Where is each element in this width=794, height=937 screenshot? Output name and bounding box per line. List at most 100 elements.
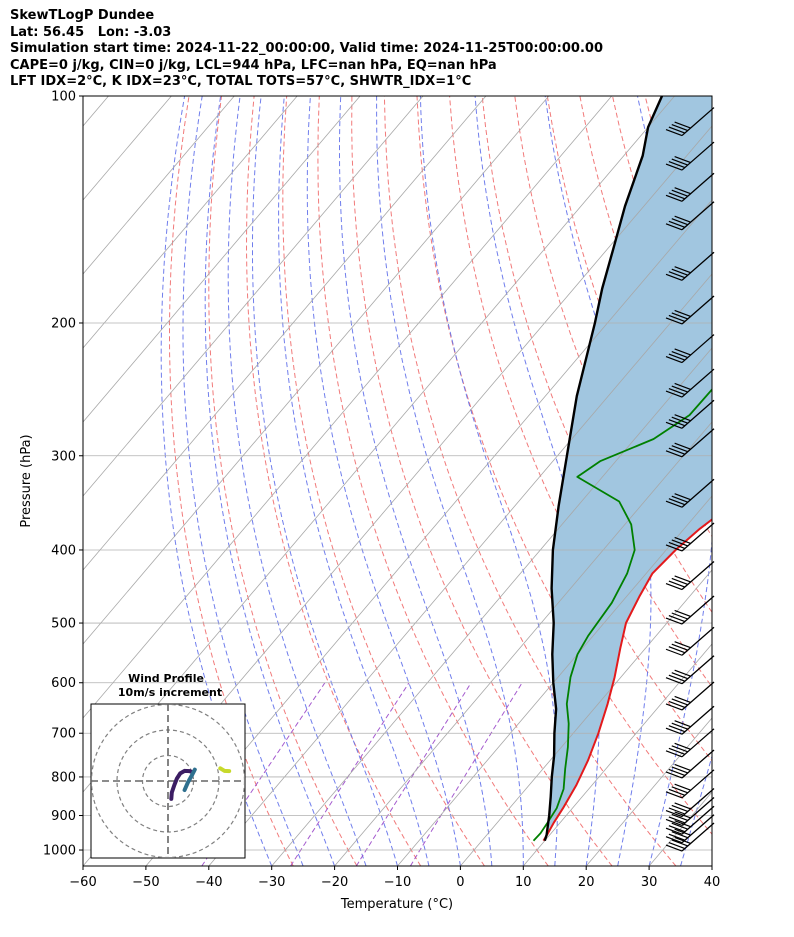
shaded-area <box>543 96 712 841</box>
dry-adiabat-line <box>775 96 794 866</box>
isotherm-line <box>334 421 712 866</box>
isotherm-line <box>585 717 712 866</box>
wind-barb <box>665 822 715 852</box>
isotherm-line <box>775 96 794 866</box>
y-tick-label: 700 <box>51 727 76 742</box>
mixing-ratio-line <box>409 682 523 866</box>
isotherm-line <box>83 96 298 349</box>
x-tick-label: −50 <box>132 875 159 890</box>
wind-barb <box>665 201 715 231</box>
profiles <box>532 96 712 842</box>
wind-barb <box>665 172 715 202</box>
moist-adiabat-line <box>204 96 336 866</box>
dry-adiabat-line <box>169 96 294 866</box>
moist-adiabat-line <box>227 96 367 866</box>
title-line: LFT IDX=2°C, K IDX=23°C, TOTAL TOTS=57°C… <box>10 74 472 89</box>
wind-barb <box>665 428 715 458</box>
y-tick-label: 300 <box>51 449 76 464</box>
isotherm-line <box>271 347 712 866</box>
wind-barb <box>665 334 715 364</box>
moist-adiabat-line <box>278 96 430 866</box>
isotherm-line <box>711 865 712 866</box>
y-tick-label: 500 <box>51 617 76 632</box>
dry-adiabat-line <box>383 96 677 866</box>
x-tick-label: 30 <box>641 875 658 890</box>
inset-title: Wind Profile <box>128 672 204 685</box>
y-tick-label: 100 <box>51 90 76 105</box>
wind-barbs <box>665 107 715 852</box>
temperature-line <box>542 518 712 842</box>
wind-barb <box>665 705 715 735</box>
isotherm-line <box>460 569 712 866</box>
x-tick-label: 40 <box>704 875 721 890</box>
isotherm-line <box>83 96 613 719</box>
wind-barb <box>665 478 715 508</box>
isotherm-line <box>83 96 361 423</box>
x-tick-label: 20 <box>578 875 595 890</box>
x-tick-label: −30 <box>258 875 285 890</box>
dry-adiabat-line <box>416 96 712 835</box>
y-tick-label: 900 <box>51 809 76 824</box>
inset-subtitle: 10m/s increment <box>118 686 222 699</box>
x-tick-label: 0 <box>456 875 464 890</box>
wind-barb <box>665 295 715 325</box>
y-axis-label: Pressure (hPa) <box>19 434 34 527</box>
dry-adiabat-line <box>282 96 485 866</box>
y-tick-label: 400 <box>51 543 76 558</box>
dewpoint-line <box>532 388 712 842</box>
wind-barb <box>665 681 715 711</box>
wind-barb <box>665 522 715 552</box>
mixing-ratio-line <box>290 682 410 866</box>
x-tick-label: 10 <box>515 875 532 890</box>
moist-adiabat-line <box>711 864 712 866</box>
dry-adiabat-line <box>449 96 712 762</box>
title-line: Simulation start time: 2024-11-22_00:00:… <box>10 41 603 56</box>
wind-barb <box>665 595 715 625</box>
moist-adiabat-line <box>339 96 493 866</box>
reference-lines <box>160 96 794 866</box>
wind-barb <box>665 788 715 818</box>
moist-adiabat-line <box>306 96 461 866</box>
x-axis-label: Temperature (°C) <box>340 897 453 912</box>
parcel-line <box>543 96 664 842</box>
title-line: CAPE=0 j/kg, CIN=0 j/kg, LCL=944 hPa, LF… <box>10 57 497 73</box>
y-tick-label: 600 <box>51 676 76 691</box>
isotherm-line <box>83 96 235 275</box>
y-tick-label: 800 <box>51 770 76 785</box>
title-line: Lat: 56.45 Lon: -3.03 <box>10 24 172 40</box>
title-line: SkewTLogP Dundee <box>10 8 155 23</box>
x-tick-label: −60 <box>69 875 96 890</box>
x-tick-label: −40 <box>195 875 222 890</box>
wind-barb <box>665 814 715 844</box>
wind-barb <box>665 251 715 281</box>
wind-barb <box>665 107 715 137</box>
isotherm-line <box>83 96 424 497</box>
hodograph-segment <box>169 768 195 801</box>
axis-ticks: −60 −50 −40 −30 −20 −10 0 10 20 30 40 1000 900 800 700… <box>43 90 720 891</box>
x-tick-label: −10 <box>384 875 411 890</box>
moist-adiabat-line <box>376 96 524 866</box>
wind-barb <box>665 399 715 429</box>
moist-adiabat-line <box>182 96 304 866</box>
wind-barb <box>665 805 715 835</box>
wind-barb <box>665 797 715 827</box>
wind-barb <box>665 655 715 685</box>
y-tick-label: 200 <box>51 316 76 331</box>
title-block: SkewTLogP Dundee Lat: 56.45 Lon: -3.03 S… <box>10 8 603 91</box>
hodograph-segment <box>182 767 197 792</box>
isotherm-line <box>145 199 712 866</box>
isotherm-line <box>397 495 712 866</box>
isotherm-line <box>522 643 712 866</box>
mixing-ratio-line <box>355 682 472 866</box>
wind-barb <box>665 769 715 799</box>
dry-adiabat-line <box>743 96 794 866</box>
isotherm-line <box>83 96 550 645</box>
wind-barb <box>665 626 715 656</box>
wind-barb <box>665 141 715 171</box>
wind-barb <box>665 728 715 758</box>
isotherm-line <box>208 273 712 866</box>
moist-adiabat-line <box>160 96 273 866</box>
moist-adiabat-line <box>474 96 601 866</box>
